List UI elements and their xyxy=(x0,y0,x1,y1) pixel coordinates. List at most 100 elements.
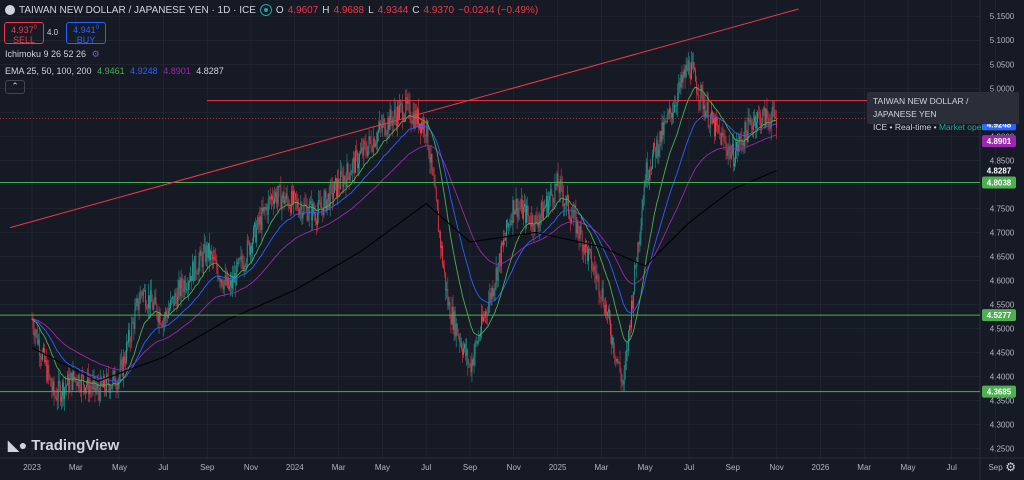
candle-body xyxy=(44,347,45,362)
x-tick-label: Jul xyxy=(947,463,957,472)
candle-body xyxy=(742,142,744,146)
candle-body xyxy=(292,190,293,204)
ichimoku-settings-icon[interactable]: ⚙ xyxy=(91,49,100,59)
candle-body xyxy=(506,220,507,238)
candle-body xyxy=(299,209,301,215)
candle-body xyxy=(287,199,289,208)
candle-body xyxy=(737,141,738,152)
candle-body xyxy=(683,69,685,76)
candle-body xyxy=(625,350,627,361)
candle-body xyxy=(132,321,134,323)
candle-body xyxy=(385,134,387,136)
candle-body xyxy=(422,122,423,130)
candle-body xyxy=(33,328,35,337)
candle-body xyxy=(267,199,269,216)
candle-body xyxy=(301,205,303,219)
candle-body xyxy=(136,298,138,304)
candle-body xyxy=(248,241,250,255)
candle-body xyxy=(530,223,532,227)
candle-body xyxy=(174,293,176,306)
candle-body xyxy=(409,101,411,120)
change-value: −0.0244 (−0.49%) xyxy=(458,4,539,16)
candle-body xyxy=(330,183,332,185)
chart-settings-icon[interactable]: ⚙ xyxy=(1005,460,1016,474)
candle-body xyxy=(274,197,275,204)
candle-body xyxy=(733,143,734,167)
candle-body xyxy=(34,332,36,337)
candle-body xyxy=(214,256,216,261)
candle-body xyxy=(373,138,375,147)
candle-body xyxy=(748,117,750,122)
candle-body xyxy=(77,375,79,387)
close-label: C xyxy=(412,4,420,16)
candle-body xyxy=(328,193,330,208)
ichimoku-legend[interactable]: Ichimoku 9 26 52 26 ⚙ xyxy=(5,49,100,60)
tradingview-logo[interactable]: ◣● TradingView xyxy=(8,437,119,454)
candle-body xyxy=(334,181,335,194)
candle-body xyxy=(655,147,657,158)
candle-body xyxy=(170,299,171,309)
candle-body xyxy=(752,122,754,130)
candle-body xyxy=(597,275,599,277)
candle-body xyxy=(117,381,119,390)
candle-body xyxy=(678,81,680,93)
candle-body xyxy=(71,372,73,391)
candle-body xyxy=(735,150,736,164)
candle-body xyxy=(504,239,505,241)
sell-button[interactable]: 4.9370 SELL xyxy=(4,22,44,45)
candle-body xyxy=(741,139,743,146)
y-tick-label: 4.7500 xyxy=(990,204,1015,213)
candle-body xyxy=(221,279,223,286)
candle-body xyxy=(573,209,575,217)
candle-body xyxy=(542,208,544,220)
candle-body xyxy=(379,122,380,130)
ema-legend[interactable]: EMA 25, 50, 100, 200 4.9461 4.9248 4.890… xyxy=(5,66,224,76)
candle-body xyxy=(660,131,662,142)
candle-body xyxy=(468,363,470,365)
candle-body xyxy=(554,183,556,203)
open-label: O xyxy=(275,4,284,16)
candle-body xyxy=(603,305,605,314)
candle-body xyxy=(166,311,167,315)
candle-body xyxy=(571,218,573,224)
candle-body xyxy=(188,282,189,290)
candle-body xyxy=(771,106,773,118)
candle-body xyxy=(129,329,131,341)
candle-body xyxy=(494,284,496,290)
candle-body xyxy=(74,377,76,379)
candle-body xyxy=(673,111,674,113)
candle-body xyxy=(533,228,535,233)
candle-body xyxy=(95,388,97,391)
x-tick-label: 2025 xyxy=(549,463,567,472)
candle-body xyxy=(653,142,654,155)
candle-body xyxy=(716,117,717,126)
candle-body xyxy=(139,292,141,304)
buy-button[interactable]: 4.9410 BUY xyxy=(66,22,106,45)
collapse-legend-button[interactable]: ⌃ xyxy=(5,80,25,94)
candle-body xyxy=(106,375,107,393)
candle-body xyxy=(198,260,200,274)
candle-body xyxy=(185,288,187,291)
candle-body xyxy=(192,261,194,281)
symbol-title[interactable]: TAIWAN NEW DOLLAR / JAPANESE YEN · 1D · … xyxy=(19,4,256,16)
y-tick-label: 4.3000 xyxy=(990,421,1015,430)
candle-body xyxy=(303,203,305,214)
candle-body xyxy=(68,374,70,392)
candle-body xyxy=(180,278,182,297)
candle-body xyxy=(757,112,758,123)
candle-body xyxy=(608,309,609,313)
candle-body xyxy=(173,296,175,306)
candle-body xyxy=(429,157,431,163)
open-value: 4.9607 xyxy=(287,4,319,16)
candle-body xyxy=(607,312,608,316)
candle-body xyxy=(560,179,562,184)
candle-body xyxy=(163,318,165,321)
candle-body xyxy=(149,295,150,309)
candle-body xyxy=(246,240,248,262)
candle-body xyxy=(518,207,520,209)
candle-body xyxy=(155,296,157,305)
candle-body xyxy=(79,388,81,392)
candle-body xyxy=(766,109,768,118)
candle-body xyxy=(747,117,749,142)
